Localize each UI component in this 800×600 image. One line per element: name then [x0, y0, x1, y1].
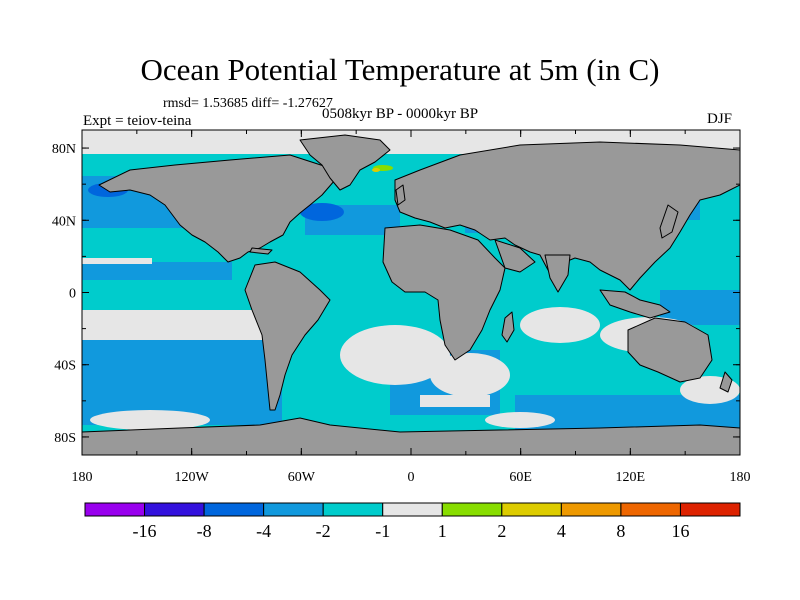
colorbar: -16 -8 -4 -2 -1 1 2 4 8 16 — [84, 502, 741, 541]
lon-tick-label: 60W — [288, 470, 316, 485]
land-australia — [627, 317, 713, 383]
colorbar-swatch — [84, 502, 146, 517]
colorbar-swatch — [620, 502, 681, 517]
land-eurasia — [394, 141, 740, 291]
lat-tick-label: 0 — [69, 287, 76, 302]
colorbar-label: 1 — [438, 521, 447, 541]
colorbar-swatch — [322, 502, 384, 517]
colorbar-label: 4 — [557, 521, 566, 541]
lon-tick-label: 180 — [72, 470, 93, 485]
lat-tick-label: 80S — [54, 431, 76, 446]
land-africa — [382, 224, 506, 361]
colorbar-label: 8 — [616, 521, 625, 541]
lon-tick-label: 120E — [616, 470, 646, 485]
lat-tick-label: 40S — [54, 359, 76, 374]
colorbar-label: -2 — [316, 521, 331, 541]
lat-tick-label: 80N — [52, 142, 76, 157]
land-south-america — [244, 261, 331, 411]
latitude-axis: 80N 40N 0 40S 80S — [52, 142, 740, 446]
lon-tick-label: 0 — [408, 470, 415, 485]
lat-tick-label: 40N — [52, 214, 76, 229]
colorbar-label: 2 — [497, 521, 506, 541]
land-new-zealand — [719, 371, 733, 393]
land-madagascar — [501, 311, 515, 343]
colorbar-label: -1 — [375, 521, 390, 541]
lon-tick-label: 180 — [730, 470, 751, 485]
colorbar-label: -16 — [133, 521, 157, 541]
colorbar-swatch — [203, 502, 265, 517]
land-arabia — [494, 239, 536, 273]
colorbar-swatch — [501, 502, 562, 517]
land-british-isles — [395, 184, 406, 206]
colorbar-swatch — [382, 502, 443, 517]
experiment-label: Expt = teiov-teina — [83, 113, 192, 129]
colorbar-swatch — [441, 502, 503, 517]
lon-tick-label: 120W — [175, 470, 210, 485]
colorbar-swatch — [679, 502, 741, 517]
land-maritime-se-asia — [599, 289, 671, 319]
longitude-axis: 180 120W 60W 0 60E 120E 180 — [72, 130, 751, 485]
land-greenland — [299, 134, 391, 191]
lon-tick-label: 60E — [509, 470, 532, 485]
land-antarctica — [82, 417, 740, 455]
land-north-america — [98, 154, 336, 263]
colorbar-swatch — [263, 502, 324, 517]
land-cuba — [249, 247, 273, 255]
colorbar-label: -4 — [256, 521, 271, 541]
land-india — [544, 254, 571, 293]
colorbar-label: 16 — [671, 521, 689, 541]
map-plot-area — [82, 130, 740, 455]
rmsd-diff-stats: rmsd= 1.53685 diff= -1.27627 — [163, 96, 333, 111]
colorbar-swatch — [144, 502, 205, 517]
colorbar-swatch — [560, 502, 622, 517]
season-label: DJF — [707, 111, 733, 127]
page-title: Ocean Potential Temperature at 5m (in C) — [140, 52, 660, 87]
land-japan — [659, 204, 679, 239]
colorbar-label: -8 — [197, 521, 212, 541]
land-masses — [82, 134, 740, 455]
period-label: 0508kyr BP - 0000kyr BP — [322, 106, 479, 122]
